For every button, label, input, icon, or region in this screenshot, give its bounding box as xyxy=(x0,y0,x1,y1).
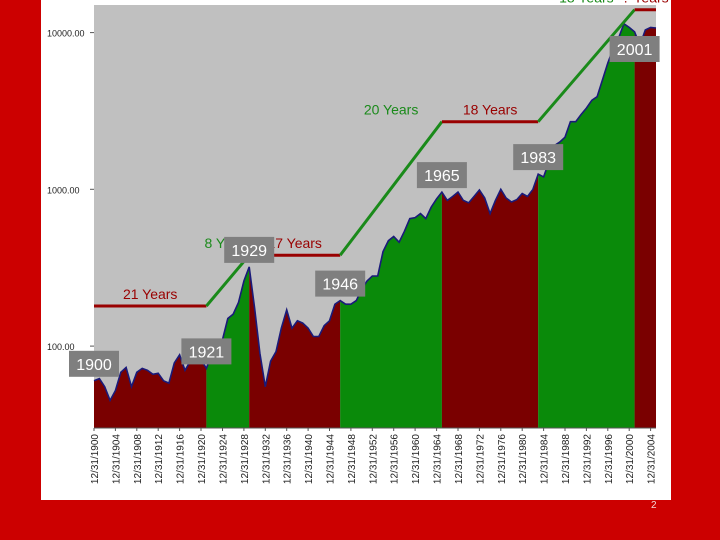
period-fills xyxy=(94,23,656,429)
slide-number: 2 xyxy=(651,500,657,511)
x-tick-label-15: 12/31/1960 xyxy=(411,434,422,484)
y-axis: 100.00 1000.00 10000.00 xyxy=(47,29,94,352)
x-tick-label-9: 12/31/1936 xyxy=(283,434,294,484)
period-label-2: 17 Years xyxy=(267,235,322,251)
year-label-1929: 1929 xyxy=(224,236,275,263)
year-label-box xyxy=(513,144,564,171)
x-tick-label-20: 12/31/1980 xyxy=(518,434,529,484)
period-fill-4 xyxy=(441,174,539,428)
year-label-1921: 1921 xyxy=(181,338,232,365)
year-labels: 1900 1921 1929 1946 1965 1983 2001 xyxy=(69,36,660,377)
year-label-1946: 1946 xyxy=(315,270,366,297)
price-line xyxy=(93,22,657,403)
period-label-5: 18 Years xyxy=(559,0,614,6)
x-tick-label-14: 12/31/1956 xyxy=(390,434,401,484)
period-label-4: 18 Years xyxy=(463,102,518,118)
x-tick-label-19: 12/31/1976 xyxy=(497,434,508,484)
period-markers xyxy=(94,8,656,308)
y-tick-label-0: 100.00 xyxy=(47,342,75,352)
y-tick-label-1: 1000.00 xyxy=(47,185,80,195)
trend-marker-3 xyxy=(339,120,444,257)
year-label-text: 1921 xyxy=(189,344,225,361)
year-label-box xyxy=(315,270,366,297)
year-label-box xyxy=(69,350,119,377)
year-label-1900: 1900 xyxy=(69,350,119,377)
y-tick-label-2: 10000.00 xyxy=(47,29,85,39)
period-label-0: 21 Years xyxy=(123,286,178,302)
trend-marker-5 xyxy=(537,8,636,123)
x-tick-label-2: 12/31/1908 xyxy=(133,434,144,484)
x-tick-label-22: 12/31/1988 xyxy=(561,434,572,484)
x-tick-label-7: 12/31/1928 xyxy=(240,434,251,484)
year-label-1983: 1983 xyxy=(513,144,564,171)
period-label-6: ? Years xyxy=(622,0,669,6)
x-tick-label-24: 12/31/1996 xyxy=(604,434,615,484)
x-tick-label-12: 12/31/1948 xyxy=(347,434,358,484)
period-fill-6 xyxy=(634,27,656,429)
year-label-box xyxy=(224,236,275,263)
year-label-box xyxy=(416,162,467,189)
year-label-text: 1900 xyxy=(76,357,112,374)
year-label-text: 2001 xyxy=(617,42,653,59)
x-tick-label-3: 12/31/1912 xyxy=(154,434,165,484)
x-tick-label-21: 12/31/1984 xyxy=(540,434,551,484)
x-axis: 12/31/1900 12/31/1904 12/31/1908 12/31/1912… xyxy=(90,427,658,484)
year-label-1965: 1965 xyxy=(416,162,467,189)
x-tick-label-16: 12/31/1964 xyxy=(433,434,444,484)
year-label-text: 1946 xyxy=(322,277,358,294)
x-tick-label-6: 12/31/1924 xyxy=(219,434,230,484)
year-label-2001: 2001 xyxy=(609,36,660,62)
period-fill-2 xyxy=(249,266,341,428)
year-label-text: 1965 xyxy=(424,168,460,185)
x-tick-label-17: 12/31/1968 xyxy=(454,434,465,484)
x-tick-label-13: 12/31/1952 xyxy=(368,434,379,484)
x-tick-label-26: 12/31/2004 xyxy=(647,434,658,484)
year-label-box xyxy=(181,338,232,365)
year-label-text: 1983 xyxy=(520,150,556,167)
period-fill-5 xyxy=(538,23,635,428)
x-tick-label-1: 12/31/1904 xyxy=(111,434,122,484)
x-tick-label-5: 12/31/1920 xyxy=(197,434,208,484)
x-tick-label-0: 12/31/1900 xyxy=(90,434,101,484)
period-label-3: 20 Years xyxy=(364,102,419,118)
x-tick-label-4: 12/31/1916 xyxy=(176,434,187,484)
x-tick-label-18: 12/31/1972 xyxy=(475,434,486,484)
x-tick-label-25: 12/31/2000 xyxy=(625,434,636,484)
period-fill-3 xyxy=(340,192,442,428)
x-tick-label-23: 12/31/1992 xyxy=(582,434,593,484)
x-tick-label-8: 12/31/1932 xyxy=(261,434,272,484)
x-tick-label-11: 12/31/1944 xyxy=(326,434,337,484)
year-label-box xyxy=(609,36,660,62)
trend-marker-1 xyxy=(205,254,251,307)
year-label-text: 1929 xyxy=(231,243,267,260)
period-fill-0 xyxy=(94,342,207,428)
x-tick-label-10: 12/31/1940 xyxy=(304,434,315,484)
